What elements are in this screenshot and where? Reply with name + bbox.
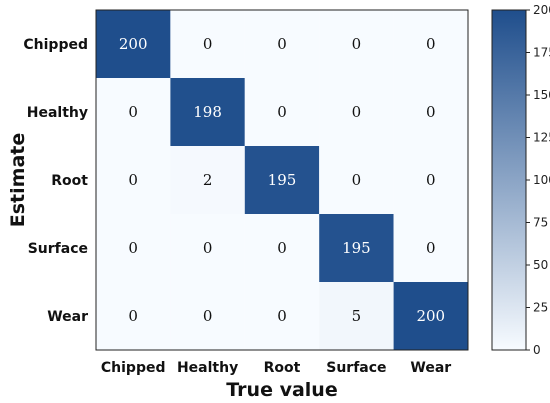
x-tick-label: Wear [410, 360, 451, 376]
heatmap-cell [96, 282, 171, 350]
cell-value-label: 0 [203, 35, 213, 53]
heatmap-cell [96, 214, 171, 282]
cell-value-label: 0 [426, 103, 436, 121]
y-tick-labels: Chipped Healthy Root Surface Wear [23, 37, 88, 325]
colorbar-tick-label: 150 [533, 88, 550, 102]
cell-value-label: 198 [193, 103, 222, 121]
heatmap-cell [393, 146, 468, 214]
x-tick-labels: Chipped Healthy Root Surface Wear [101, 360, 451, 376]
heatmap-cell [393, 282, 468, 350]
cell-value-label: 0 [277, 35, 287, 53]
heatmap-cell [244, 78, 320, 146]
heatmap-cell [170, 10, 245, 78]
cell-value-label: 5 [352, 307, 362, 325]
heatmap-cell [170, 282, 245, 350]
cell-value-label: 0 [203, 239, 213, 257]
heatmap-cell [319, 214, 394, 282]
colorbar-tick-label: 175 [533, 46, 550, 60]
cell-value-label: 0 [352, 171, 362, 189]
heatmap-cell [319, 146, 394, 214]
colorbar-tick-label: 25 [533, 301, 548, 315]
cell-value-label: 0 [426, 239, 436, 257]
heatmap-cell [244, 282, 320, 350]
heatmap-cell [244, 214, 320, 282]
cell-value-label: 0 [426, 35, 436, 53]
heatmap-cell [244, 146, 320, 214]
heatmap-cell [96, 10, 171, 78]
cell-value-label: 200 [119, 35, 148, 53]
colorbar-tick-label: 200 [533, 3, 550, 17]
colorbar-tick-label: 50 [533, 258, 548, 272]
y-axis-label: Estimate [7, 133, 29, 227]
cell-value-label: 195 [342, 239, 371, 257]
x-axis-label: True value [226, 379, 337, 401]
heatmap-cell [393, 214, 468, 282]
heatmap-cell [170, 78, 245, 146]
y-tick-label: Chipped [23, 37, 88, 53]
colorbar-tick-label: 125 [533, 131, 550, 145]
cell-value-label: 0 [128, 239, 138, 257]
heatmap-cell [170, 214, 245, 282]
colorbar-tick-labels: 0 25 50 75 100 125 150 175 200 [526, 3, 550, 357]
cell-value-label: 0 [277, 103, 287, 121]
cell-value-label: 0 [128, 307, 138, 325]
x-tick-label: Root [264, 360, 301, 376]
colorbar-tick-label: 75 [533, 216, 548, 230]
y-tick-label: Root [51, 173, 88, 189]
cell-value-label: 0 [426, 171, 436, 189]
heatmap-cell [319, 10, 394, 78]
colorbar-tick-label: 100 [533, 173, 550, 187]
cell-value-label: 0 [352, 103, 362, 121]
plot-frame [95, 9, 469, 351]
heatmap-cell [96, 78, 171, 146]
x-tick-label: Chipped [101, 360, 166, 376]
heatmap-cell [244, 10, 320, 78]
heatmap-cell [96, 146, 171, 214]
x-tick-label: Surface [326, 360, 386, 376]
cell-value-label: 0 [277, 239, 287, 257]
heatmap-cell [319, 282, 394, 350]
colorbar-tick-label: 0 [533, 343, 541, 357]
cell-value-label: 2 [203, 171, 213, 189]
heatmap-cell [393, 10, 468, 78]
colorbar [491, 9, 527, 351]
cell-value-label: 200 [416, 307, 445, 325]
cell-value-label: 0 [128, 103, 138, 121]
cell-value-label: 0 [352, 35, 362, 53]
heatmap-cell [393, 78, 468, 146]
x-tick-label: Healthy [177, 360, 238, 376]
heatmap-cell [319, 78, 394, 146]
cell-value-label: 0 [128, 171, 138, 189]
heatmap-cell [170, 146, 245, 214]
cell-value-label: 0 [203, 307, 213, 325]
y-tick-label: Wear [47, 309, 88, 325]
cell-value-label: 195 [268, 171, 297, 189]
y-tick-label: Healthy [27, 105, 88, 121]
y-tick-label: Surface [28, 241, 88, 257]
cell-value-label: 0 [277, 307, 287, 325]
heatmap-cells [96, 10, 468, 350]
cell-value-labels: 200 0 0 0 0 0 198 0 0 0 0 2 195 0 0 0 0 0 195 0 0 0 0 5 200 [119, 35, 445, 325]
